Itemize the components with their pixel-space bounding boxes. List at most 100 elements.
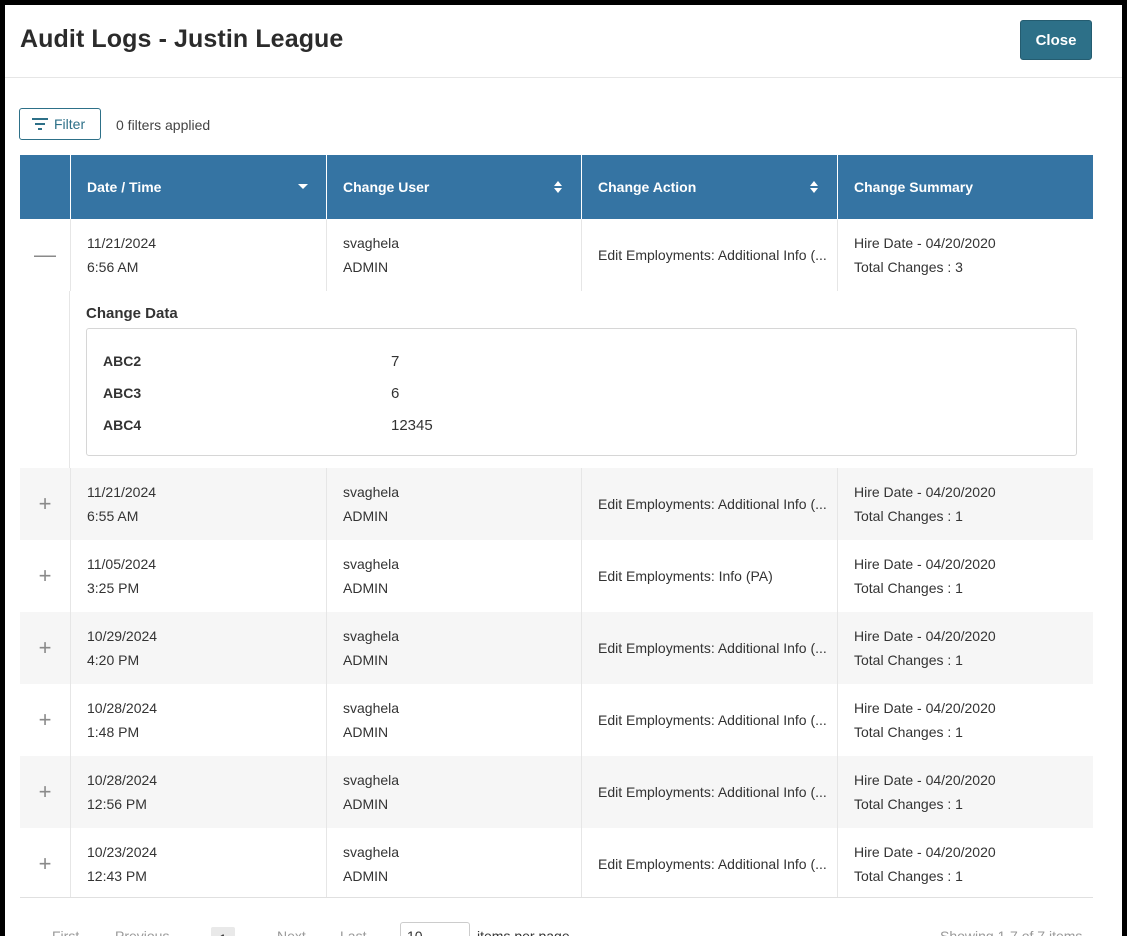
column-header-change-action[interactable]: Change Action xyxy=(581,155,837,219)
items-per-page-label: items per page xyxy=(477,928,570,936)
next-page-link[interactable]: Next xyxy=(277,928,306,936)
change-data-value: 7 xyxy=(391,352,400,370)
expand-toggle[interactable]: + xyxy=(20,540,70,612)
summary-line-2: Total Changes : 1 xyxy=(854,652,963,668)
role-text: ADMIN xyxy=(343,652,389,668)
table-row: + 10/28/2024 12:56 PM svaghela ADMIN Edi… xyxy=(20,756,1093,828)
user-text: svaghela xyxy=(343,844,400,860)
column-label: Date / Time xyxy=(87,179,162,195)
date-text: 11/05/2024 xyxy=(87,556,157,572)
role-text: ADMIN xyxy=(343,508,389,524)
change-data-row: ABC4 12345 xyxy=(103,409,1060,441)
change-data-value: 12345 xyxy=(391,416,433,434)
items-per-page-select[interactable]: 10 xyxy=(400,922,470,936)
plus-icon: + xyxy=(38,635,52,660)
change-data-body: Change Data ABC2 7 ABC3 6 ABC4 12345 xyxy=(70,291,1093,468)
cell-change-summary: Hire Date - 04/20/2020 Total Changes : 1 xyxy=(837,468,1093,540)
role-text: ADMIN xyxy=(343,724,389,740)
action-text: Edit Employments: Additional Info (... xyxy=(598,496,827,512)
table-row: + 11/05/2024 3:25 PM svaghela ADMIN Edit… xyxy=(20,540,1093,612)
role-text: ADMIN xyxy=(343,580,389,596)
action-text: Edit Employments: Info (PA) xyxy=(598,568,773,584)
sort-arrows-icon xyxy=(554,181,562,193)
previous-page-link[interactable]: Previous xyxy=(115,928,170,936)
column-label: Change Action xyxy=(598,179,697,195)
audit-log-table: Date / Time Change User Change Action xyxy=(20,155,1093,900)
date-text: 10/23/2024 xyxy=(87,844,158,860)
table-row: + 10/29/2024 4:20 PM svaghela ADMIN Edit… xyxy=(20,612,1093,684)
change-data-key: ABC4 xyxy=(103,417,142,433)
time-text: 6:56 AM xyxy=(87,259,139,275)
cell-change-summary: Hire Date - 04/20/2020 Total Changes : 1 xyxy=(837,612,1093,684)
column-label: Change Summary xyxy=(854,179,974,195)
change-data-key: ABC2 xyxy=(103,353,142,369)
time-text: 3:25 PM xyxy=(87,580,140,596)
cell-date-time: 11/05/2024 3:25 PM xyxy=(70,540,326,612)
summary-line-2: Total Changes : 3 xyxy=(854,259,963,275)
change-data-row: ABC3 6 xyxy=(103,377,1060,409)
modal-title: Audit Logs - Justin League xyxy=(20,25,344,53)
cell-date-time: 11/21/2024 6:55 AM xyxy=(70,468,326,540)
date-text: 10/28/2024 xyxy=(87,700,158,716)
role-text: ADMIN xyxy=(343,259,389,275)
user-text: svaghela xyxy=(343,235,400,251)
cell-change-action: Edit Employments: Info (PA) xyxy=(581,540,837,612)
close-button[interactable]: Close xyxy=(1020,20,1092,60)
time-text: 12:56 PM xyxy=(87,796,147,812)
cell-change-summary: Hire Date - 04/20/2020 Total Changes : 1 xyxy=(837,540,1093,612)
date-text: 11/21/2024 xyxy=(87,484,157,500)
table-row-expanded: — 11/21/2024 6:56 AM svaghela ADMIN Edit… xyxy=(20,219,1093,291)
expand-toggle[interactable]: + xyxy=(20,468,70,540)
last-page-link[interactable]: Last xyxy=(340,928,367,936)
cell-change-user: svaghela ADMIN xyxy=(326,468,581,540)
showing-items-text: Showing 1-7 of 7 items xyxy=(940,928,1083,936)
plus-icon: + xyxy=(38,779,52,804)
cell-change-user: svaghela ADMIN xyxy=(326,540,581,612)
summary-line-1: Hire Date - 04/20/2020 xyxy=(854,844,996,860)
change-data-panel: Change Data ABC2 7 ABC3 6 ABC4 12345 xyxy=(20,291,1093,468)
cell-change-action: Edit Employments: Additional Info (... xyxy=(581,756,837,828)
cell-change-action: Edit Employments: Additional Info (... xyxy=(581,684,837,756)
plus-icon: + xyxy=(38,707,52,732)
filter-button[interactable]: Filter xyxy=(19,108,101,140)
summary-line-1: Hire Date - 04/20/2020 xyxy=(854,556,996,572)
user-text: svaghela xyxy=(343,484,400,500)
cell-change-action: Edit Employments: Additional Info (... xyxy=(581,612,837,684)
change-data-title: Change Data xyxy=(86,305,178,322)
summary-line-2: Total Changes : 1 xyxy=(854,508,963,524)
expanded-gutter xyxy=(20,291,70,468)
table-row: + 10/28/2024 1:48 PM svaghela ADMIN Edit… xyxy=(20,684,1093,756)
expand-toggle[interactable]: + xyxy=(20,684,70,756)
first-page-link[interactable]: First xyxy=(52,928,80,936)
modal-header: Audit Logs - Justin League Close xyxy=(5,5,1122,78)
table-row: + 11/21/2024 6:55 AM svaghela ADMIN Edit… xyxy=(20,468,1093,540)
summary-line-2: Total Changes : 1 xyxy=(854,868,963,884)
cell-date-time: 10/23/2024 12:43 PM xyxy=(70,828,326,900)
user-text: svaghela xyxy=(343,628,400,644)
expand-toggle[interactable]: + xyxy=(20,612,70,684)
change-data-box: ABC2 7 ABC3 6 ABC4 12345 xyxy=(86,328,1077,456)
caret-down-icon xyxy=(298,184,308,189)
cell-date-time: 10/28/2024 12:56 PM xyxy=(70,756,326,828)
expand-toggle[interactable]: + xyxy=(20,828,70,900)
change-data-value: 6 xyxy=(391,384,400,402)
summary-line-1: Hire Date - 04/20/2020 xyxy=(854,484,996,500)
action-text: Edit Employments: Additional Info (... xyxy=(598,784,827,800)
collapse-toggle[interactable]: — xyxy=(20,219,70,291)
column-header-date-time[interactable]: Date / Time xyxy=(70,155,326,219)
current-page-button[interactable]: 1 xyxy=(211,927,235,936)
change-data-key: ABC3 xyxy=(103,385,142,401)
filter-button-label: Filter xyxy=(54,116,86,132)
cell-change-action: Edit Employments: Additional Info (... xyxy=(581,219,837,291)
cell-change-user: svaghela ADMIN xyxy=(326,612,581,684)
expand-toggle[interactable]: + xyxy=(20,756,70,828)
cell-date-time: 11/21/2024 6:56 AM xyxy=(70,219,326,291)
summary-line-1: Hire Date - 04/20/2020 xyxy=(854,628,996,644)
cell-change-action: Edit Employments: Additional Info (... xyxy=(581,468,837,540)
action-text: Edit Employments: Additional Info (... xyxy=(598,712,827,728)
summary-line-1: Hire Date - 04/20/2020 xyxy=(854,235,996,251)
header-expand-column xyxy=(20,155,70,219)
column-header-change-user[interactable]: Change User xyxy=(326,155,581,219)
cell-date-time: 10/29/2024 4:20 PM xyxy=(70,612,326,684)
